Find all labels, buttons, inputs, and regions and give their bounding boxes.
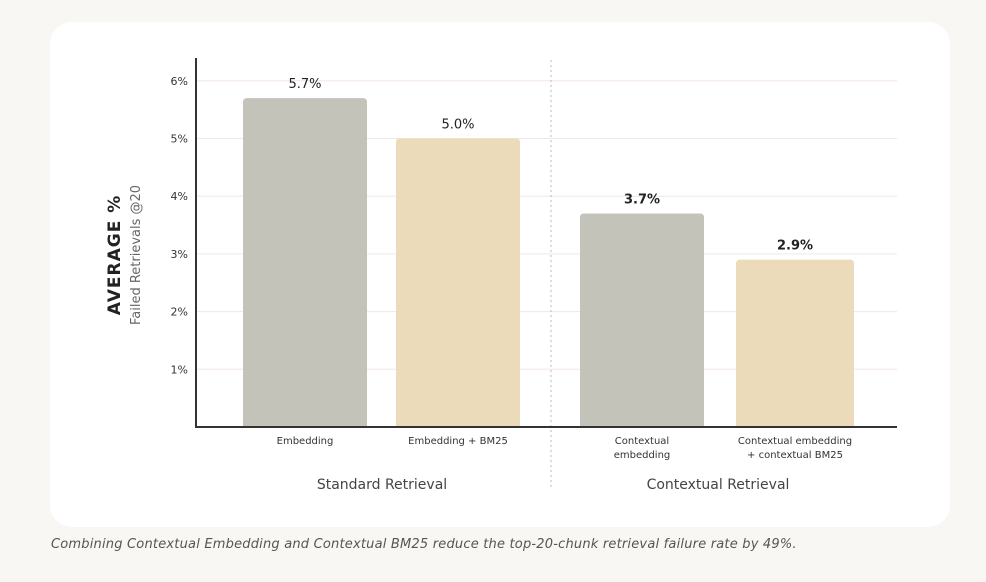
y-tick-label: 4% xyxy=(171,190,188,203)
y-tick-label: 2% xyxy=(171,306,188,319)
y-tick-label: 1% xyxy=(171,363,188,376)
x-tick-label: + contextual BM25 xyxy=(747,450,843,461)
x-tick-label: Embedding + BM25 xyxy=(408,436,508,447)
y-axis-title: AVERAGE % xyxy=(105,195,125,316)
bar xyxy=(736,259,854,427)
y-tick-label: 5% xyxy=(171,133,188,146)
value-label: 3.7% xyxy=(624,193,660,208)
x-tick-label: Embedding xyxy=(277,436,334,447)
group-label: Contextual Retrieval xyxy=(647,477,790,493)
y-tick-label: 3% xyxy=(171,248,188,261)
y-axis-subtitle: Failed Retrievals @20 xyxy=(129,185,144,325)
x-tick-label: embedding xyxy=(614,450,671,461)
bar xyxy=(396,138,520,427)
x-tick-label: Contextual xyxy=(615,436,669,447)
x-tick-label: Contextual embedding xyxy=(738,436,852,447)
value-label: 2.9% xyxy=(777,239,813,254)
y-tick-label: 6% xyxy=(171,75,188,88)
chart-caption: Combining Contextual Embedding and Conte… xyxy=(51,537,797,552)
group-label: Standard Retrieval xyxy=(317,477,447,493)
value-label: 5.7% xyxy=(288,77,321,92)
bar xyxy=(243,98,367,428)
bar xyxy=(580,213,704,427)
value-label: 5.0% xyxy=(441,118,474,133)
